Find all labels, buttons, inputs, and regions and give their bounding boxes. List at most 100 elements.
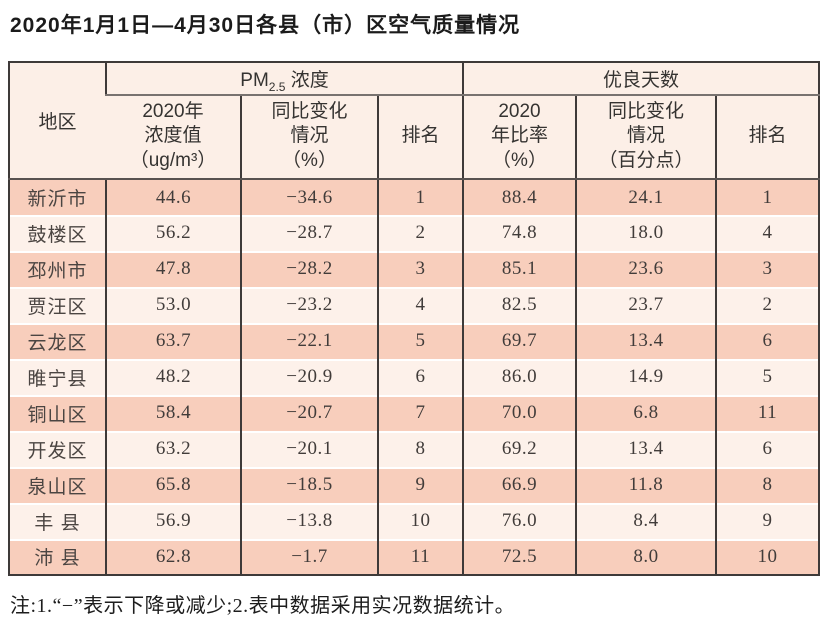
good-rate-cell: 85.1: [462, 251, 576, 288]
good-rank-cell: 5: [714, 359, 820, 396]
pm-value-cell: 56.9: [105, 503, 241, 540]
good-change-cell: 8.4: [575, 503, 716, 540]
pm-change-cell: −13.8: [240, 503, 378, 540]
good-rate-cell: 82.5: [462, 287, 576, 324]
pm-value-cell: 63.2: [105, 431, 241, 468]
pm-rank-cell: 4: [377, 287, 463, 324]
region-cell: 睢宁县: [9, 359, 106, 396]
good-change-cell: 23.6: [575, 251, 716, 288]
region-cell: 铜山区: [9, 395, 106, 432]
region-cell: 沛 县: [9, 539, 106, 576]
air-quality-table: 地区 PM2.5 浓度 优良天数 2020年 浓度值 （ug/m³） 同比变化 …: [8, 61, 821, 577]
pm-change-cell: −18.5: [240, 467, 378, 504]
group-header-good-days: 优良天数: [461, 62, 820, 97]
good-rate-cell: 74.8: [462, 215, 576, 252]
good-rate-cell: 70.0: [462, 395, 576, 432]
pm-change-cell: −28.7: [240, 215, 378, 252]
table-row: 丰 县 56.9 −13.8 10 76.0 8.4 9: [9, 503, 820, 540]
pm-change-cell: −23.2: [240, 287, 378, 324]
table-row: 泉山区 65.8 −18.5 9 66.9 11.8 8: [9, 467, 820, 504]
good-change-cell: 13.4: [575, 323, 716, 360]
good-rate-cell: 66.9: [462, 467, 576, 504]
good-rank-cell: 6: [714, 323, 820, 360]
pm25-label: PM2.5 浓度: [240, 70, 329, 95]
pm-rank-cell: 3: [377, 251, 463, 288]
good-rank-cell: 9: [714, 503, 820, 540]
pm-rank-cell: 1: [377, 179, 463, 216]
good-change-cell: 8.0: [575, 539, 716, 576]
pm-rank-cell: 11: [377, 539, 463, 576]
table-row: 贾汪区 53.0 −23.2 4 82.5 23.7 2: [9, 287, 820, 324]
pm-rank-cell: 7: [377, 395, 463, 432]
good-rate-cell: 72.5: [462, 539, 576, 576]
good-rank-cell: 11: [714, 395, 820, 432]
pm-change-cell: −34.6: [240, 179, 378, 216]
table-row: 开发区 63.2 −20.1 8 69.2 13.4 6: [9, 431, 820, 468]
table-row: 睢宁县 48.2 −20.9 6 86.0 14.9 5: [9, 359, 820, 396]
region-cell: 开发区: [9, 431, 106, 468]
col-header-good-rate: 2020 年比率 （%）: [462, 95, 576, 181]
pm-value-cell: 62.8: [105, 539, 241, 576]
table-header-group-row: 地区 PM2.5 浓度 优良天数: [9, 62, 820, 181]
table-row: 邳州市 47.8 −28.2 3 85.1 23.6 3: [9, 251, 820, 288]
pm-value-cell: 48.2: [105, 359, 241, 396]
table-row: 鼓楼区 56.2 −28.7 2 74.8 18.0 4: [9, 215, 820, 252]
good-rank-cell: 8: [714, 467, 820, 504]
good-rate-cell: 88.4: [462, 179, 576, 216]
pm-value-cell: 65.8: [105, 467, 241, 504]
pm-value-cell: 56.2: [105, 215, 241, 252]
table-row: 新沂市 44.6 −34.6 1 88.4 24.1 1: [9, 179, 820, 216]
table-row: 沛 县 62.8 −1.7 11 72.5 8.0 10: [9, 539, 820, 576]
good-change-cell: 23.7: [575, 287, 716, 324]
good-rate-cell: 69.7: [462, 323, 576, 360]
pm-change-cell: −20.1: [240, 431, 378, 468]
pm-rank-cell: 9: [377, 467, 463, 504]
good-change-cell: 24.1: [575, 179, 716, 216]
col-header-good-rank: 排名: [714, 95, 820, 181]
good-rank-cell: 6: [714, 431, 820, 468]
table-body: 新沂市 44.6 −34.6 1 88.4 24.1 1 鼓楼区 56.2 −2…: [9, 179, 820, 576]
pm-rank-cell: 10: [377, 503, 463, 540]
good-rank-cell: 1: [714, 179, 820, 216]
pm-change-cell: −28.2: [240, 251, 378, 288]
region-cell: 泉山区: [9, 467, 106, 504]
col-header-region: 地区: [9, 62, 106, 181]
pm-rank-cell: 2: [377, 215, 463, 252]
pm-rank-cell: 5: [377, 323, 463, 360]
good-change-cell: 11.8: [575, 467, 716, 504]
pm-rank-cell: 6: [377, 359, 463, 396]
table-header-sub-row: 2020年 浓度值 （ug/m³） 同比变化 情况 （%） 排名 2020 年比…: [9, 95, 820, 181]
region-cell: 贾汪区: [9, 287, 106, 324]
region-cell: 鼓楼区: [9, 215, 106, 252]
col-header-pm-change: 同比变化 情况 （%）: [240, 95, 378, 181]
region-cell: 云龙区: [9, 323, 106, 360]
col-header-pm-value: 2020年 浓度值 （ug/m³）: [106, 95, 241, 181]
table-row: 铜山区 58.4 −20.7 7 70.0 6.8 11: [9, 395, 820, 432]
col-header-good-change: 同比变化 情况 （百分点）: [575, 95, 716, 181]
good-rank-cell: 4: [714, 215, 820, 252]
good-change-cell: 6.8: [575, 395, 716, 432]
pm-change-cell: −22.1: [240, 323, 378, 360]
pm-change-cell: −1.7: [240, 539, 378, 576]
region-cell: 邳州市: [9, 251, 106, 288]
pm-value-cell: 63.7: [105, 323, 241, 360]
good-rank-cell: 2: [714, 287, 820, 324]
col-header-pm-rank: 排名: [377, 95, 463, 181]
table-row: 云龙区 63.7 −22.1 5 69.7 13.4 6: [9, 323, 820, 360]
good-change-cell: 18.0: [575, 215, 716, 252]
pm-value-cell: 58.4: [105, 395, 241, 432]
good-rank-cell: 10: [714, 539, 820, 576]
pm-value-cell: 44.6: [105, 179, 241, 216]
pm-change-cell: −20.7: [240, 395, 378, 432]
footnote: 注:1.“−”表示下降或减少;2.表中数据采用实况数据统计。: [10, 595, 516, 618]
pm-value-cell: 53.0: [105, 287, 241, 324]
good-change-cell: 14.9: [575, 359, 716, 396]
good-rate-cell: 76.0: [462, 503, 576, 540]
pm-value-cell: 47.8: [105, 251, 241, 288]
good-rate-cell: 86.0: [462, 359, 576, 396]
table-header: 地区 PM2.5 浓度 优良天数 2020年 浓度值 （ug/m³） 同比变化 …: [9, 62, 820, 181]
page-title: 2020年1月1日—4月30日各县（市）区空气质量情况: [10, 14, 521, 37]
good-change-cell: 13.4: [575, 431, 716, 468]
pm-rank-cell: 8: [377, 431, 463, 468]
